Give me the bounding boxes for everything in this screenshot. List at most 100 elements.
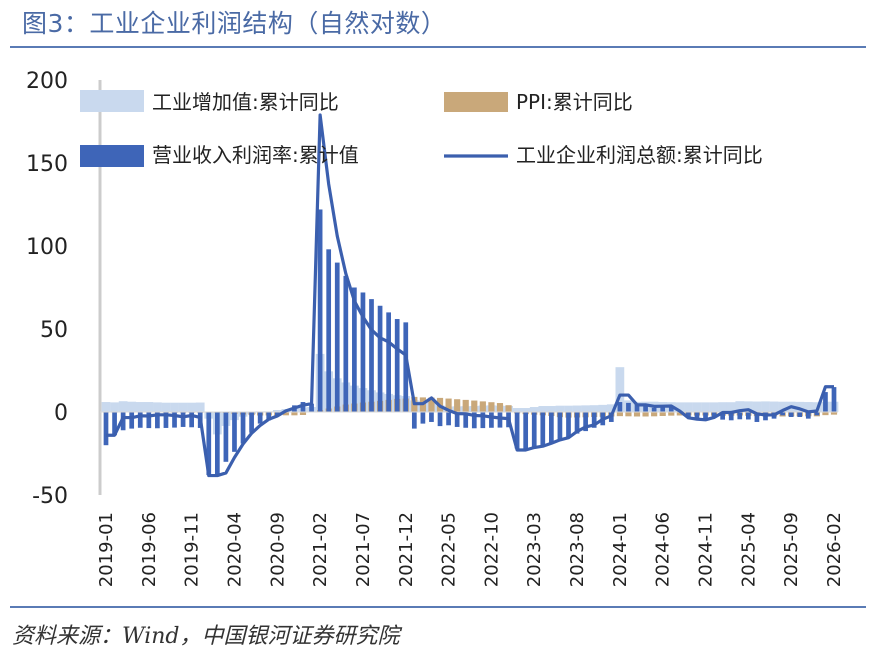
margin-bar [549,412,554,444]
margin-bar [583,412,588,432]
margin-bar [531,412,537,449]
ppi-bar [282,412,289,416]
value-added-bar [589,405,599,412]
ppi-bar [668,412,675,416]
margin-bar [737,412,743,420]
ppi-bar [454,399,461,412]
margin-bar [386,312,391,412]
margin-bar [394,319,400,412]
ppi-bar [488,402,495,412]
margin-bar [232,412,237,452]
value-added-bar [178,402,188,412]
margin-bar [300,402,306,412]
margin-bar [754,412,760,422]
margin-bar [617,402,623,412]
value-added-bar [187,402,197,412]
margin-bar [728,412,734,421]
value-added-bar [572,405,582,412]
ppi-bar [462,399,469,412]
margin-bar [668,406,674,412]
value-added-bar [195,402,205,412]
legend-label-profit: 工业企业利润总额:累计同比 [516,143,763,167]
margin-bar [249,412,254,433]
value-added-bar [272,410,282,412]
margin-bar [317,209,323,412]
y-tick-label: 150 [26,152,68,177]
y-tick-label: 50 [40,318,68,343]
value-added-bar [110,402,119,412]
x-tick-labels: 2019-01 2019-06 2019-11 2020-04 2020-09 2021-… [96,512,845,587]
x-tick-label: 2025-09 [781,512,802,587]
ppi-bar [830,412,838,415]
margin-bar [189,412,194,428]
legend-label-value-added: 工业增加值:累计同比 [152,90,339,114]
margin-bar [489,412,494,428]
x-tick-label: 2026-02 [824,512,845,587]
x-tick-label: 2021-07 [353,512,374,587]
margin-bar [797,412,803,417]
x-tick-label: 2019-01 [96,512,117,587]
margin-bar [137,412,143,428]
x-tick-label: 2021-12 [396,512,417,587]
value-added-bar [170,402,179,412]
ppi-bar [616,412,623,417]
x-tick-label: 2024-01 [610,512,631,587]
x-tick-label: 2021-02 [310,512,331,587]
margin-bar [780,412,785,416]
ppi-bar [676,412,683,416]
margin-bar [206,412,212,476]
margin-bar [103,412,109,446]
margin-bar [257,412,263,424]
margin-bar [831,387,837,412]
value-added-bar [118,401,128,412]
value-added-bar [153,402,162,412]
margin-bar [411,412,417,429]
margin-bar [446,412,451,426]
margin-bar [403,322,409,412]
margin-bar [454,412,460,427]
x-tick-label: 2019-06 [139,512,160,587]
margin-bar [377,305,383,412]
margin-bar [360,292,366,412]
margin-bar [574,412,580,434]
top-rule [10,46,866,48]
margin-bar [223,412,229,462]
margin-bar [626,402,631,412]
ppi-bar [505,405,512,412]
profit-line [106,113,834,478]
margin-bar [651,407,657,412]
value-added-bar [144,402,154,412]
y-tick-label: 200 [26,69,68,94]
figure-title: 图3：工业企业利润结构（自然对数） [22,9,447,38]
value-added-bar [675,402,685,412]
value-added-bar [684,402,693,412]
margin-bar [480,412,486,429]
ppi-bar [428,397,435,412]
ppi-bar [625,412,632,417]
bottom-rule [10,606,866,608]
x-tick-label: 2024-11 [696,512,717,587]
margin-bar [643,406,648,412]
ppi-bar [633,412,641,417]
x-tick-label: 2019-11 [182,512,203,587]
value-added-bar [101,402,111,412]
margin-bar [420,412,426,424]
ppi-bar [651,412,658,417]
margin-bar [309,403,314,412]
margin-bar [429,412,434,422]
y-tick-label: 100 [26,235,68,260]
value-added-bar [521,408,531,412]
margin-bar [352,287,357,412]
margin-bar [214,412,220,476]
margin-bar [326,249,332,412]
margin-bar [523,412,529,451]
ppi-bar [496,403,504,412]
y-tick-labels: -50 0 50 100 150 200 [26,69,68,509]
margin-bar [463,412,469,428]
ppi-bar [659,412,666,416]
value-added-bar [778,401,787,412]
margin-bar [788,412,794,417]
margin-bar [274,412,280,416]
margin-bar [660,406,666,412]
x-tick-label: 2022-10 [481,512,502,587]
